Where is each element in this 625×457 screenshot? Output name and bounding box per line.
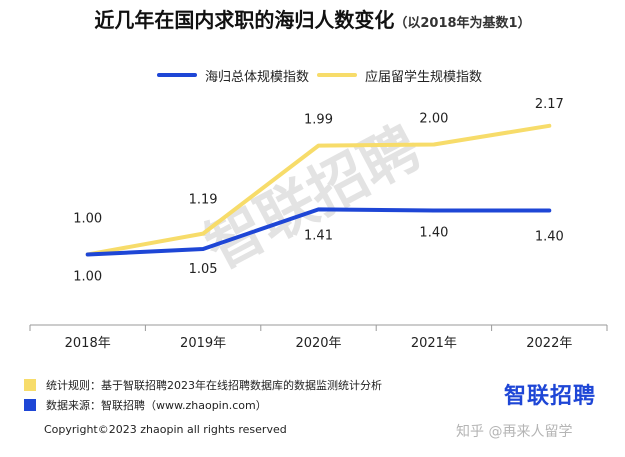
series-line-graduate [85,123,552,257]
line-chart: 智联招聘 2018年 2019年 2020年 2021年 2022年 1.00 1.05 1.… [29,97,608,351]
copyright: Copyright©2023 zhaopin all rights reserv… [44,423,287,436]
chart-legend: 海归总体规模指数 应届留学生规模指数 [0,64,625,86]
legend-swatch-graduate [317,73,357,77]
chart-title: 近几年在国内求职的海归人数变化（以2018年为基数1） [0,4,625,33]
data-label-graduate: 1.00 [73,212,102,227]
data-label-graduate: 2.00 [419,112,448,127]
data-label-returnee: 1.40 [535,230,564,245]
x-tick-label: 2020年 [295,336,341,351]
footnote-rule-label: 统计规则：基于智联招聘2023年在线招聘数据库的数据监测统计分析 [46,379,382,392]
x-tick-label: 2018年 [65,336,111,351]
footnotes: 统计规则：基于智联招聘2023年在线招聘数据库的数据监测统计分析 数据来源：智联… [24,375,382,415]
chart-title-main: 近几年在国内求职的海归人数变化 [94,8,395,32]
data-label-graduate: 2.17 [535,97,564,112]
brand-logo: 智联招聘 [504,384,597,409]
x-tick-label: 2022年 [526,336,572,351]
data-label-returnee: 1.41 [304,228,333,243]
data-label-returnee: 1.05 [189,262,218,277]
data-label-returnee: 1.00 [73,270,102,285]
legend-label-graduate: 应届留学生规模指数 [365,69,483,85]
data-label-returnee: 1.40 [419,226,448,241]
chart-title-sub: （以2018年为基数1） [394,16,531,31]
watermark: 智联招聘 [194,113,431,282]
x-tick-label: 2021年 [411,336,457,351]
source-watermark: 知乎 @再来人留学 [456,424,573,440]
legend-swatch-returnee [157,73,197,77]
footnote-source-swatch [24,399,36,411]
legend-item-returnee: 海归总体规模指数 [157,64,309,86]
legend-item-graduate: 应届留学生规模指数 [317,64,482,86]
footnote-source-label: 数据来源：智联招聘（www.zhaopin.com） [46,399,267,412]
footnote-rule-swatch [24,379,36,391]
data-label-graduate: 1.19 [189,193,218,208]
data-label-graduate: 1.99 [304,113,333,128]
footnote-source: 数据来源：智联招聘（www.zhaopin.com） [24,395,382,415]
series-line-returnee [85,207,552,257]
x-tick-label: 2019年 [180,336,226,351]
footnote-rule: 统计规则：基于智联招聘2023年在线招聘数据库的数据监测统计分析 [24,375,382,395]
legend-label-returnee: 海归总体规模指数 [205,69,310,85]
